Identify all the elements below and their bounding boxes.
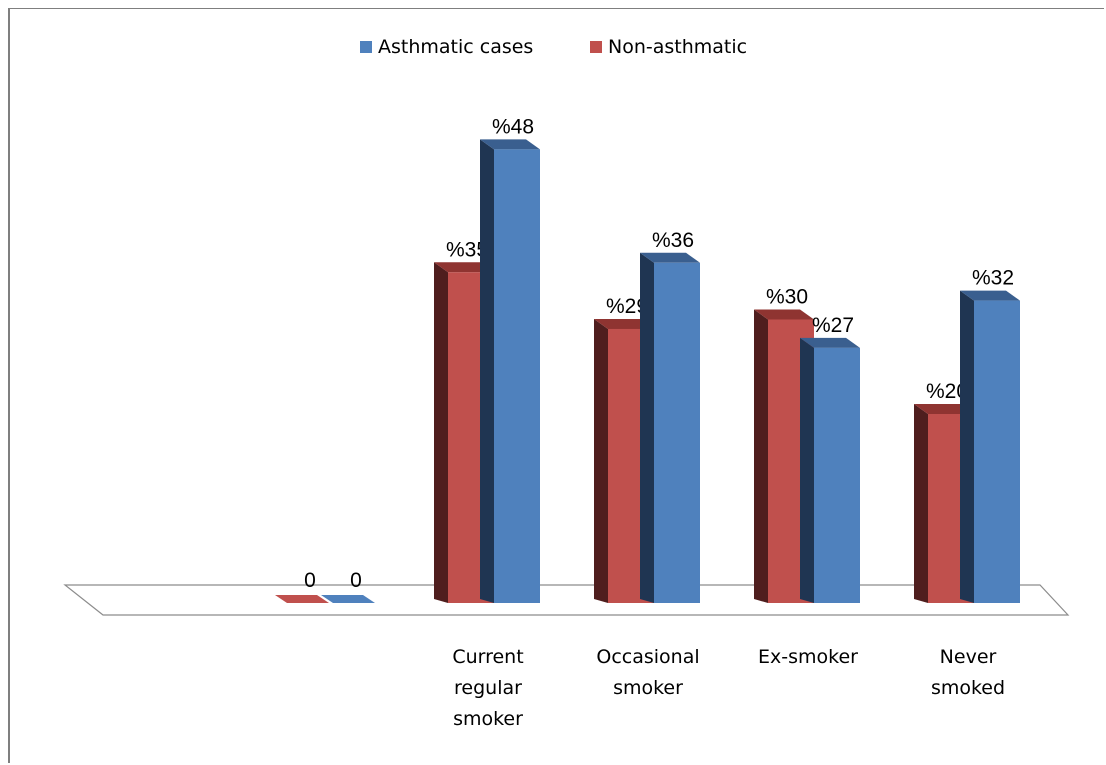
bar-side (480, 139, 494, 603)
bar (494, 149, 540, 603)
data-label: %35 (446, 238, 488, 261)
data-label: %20 (926, 380, 968, 403)
data-label: %29 (606, 295, 648, 318)
bar-side (914, 404, 928, 603)
bar (321, 595, 375, 603)
data-label: %32 (972, 267, 1014, 290)
bar-side (800, 337, 814, 603)
bar-side (434, 262, 448, 603)
bar (275, 595, 329, 603)
category-label: Current regular smoker (452, 646, 523, 730)
category-label: Never smoked (931, 646, 1005, 699)
data-label: %30 (766, 286, 808, 309)
bar-top (594, 318, 654, 329)
chart-frame (8, 8, 1104, 763)
data-label: %27 (812, 314, 854, 337)
legend-label: Non-asthmatic (608, 36, 747, 58)
data-label: 0 (350, 569, 362, 592)
bar-side (640, 252, 654, 604)
data-label: %48 (492, 115, 534, 138)
bar-side (754, 309, 768, 603)
category-label: Ex-smoker (758, 646, 858, 668)
legend-swatch (590, 41, 602, 53)
data-label: %36 (652, 229, 694, 252)
bar-top (434, 262, 494, 273)
bar (814, 347, 860, 603)
bar-top (640, 252, 700, 263)
bar (654, 262, 700, 603)
legend-swatch (360, 41, 372, 53)
bar-top (800, 337, 860, 348)
legend-label: Asthmatic cases (378, 36, 533, 58)
bar-side (594, 318, 608, 603)
category-label: Occasional smoker (596, 646, 699, 699)
bar-top (754, 309, 814, 320)
bar-side (960, 290, 974, 603)
bar-top (480, 139, 540, 150)
bar (974, 300, 1020, 603)
bar-top (914, 404, 974, 414)
bar-top (960, 290, 1020, 301)
data-label: 0 (304, 569, 316, 592)
